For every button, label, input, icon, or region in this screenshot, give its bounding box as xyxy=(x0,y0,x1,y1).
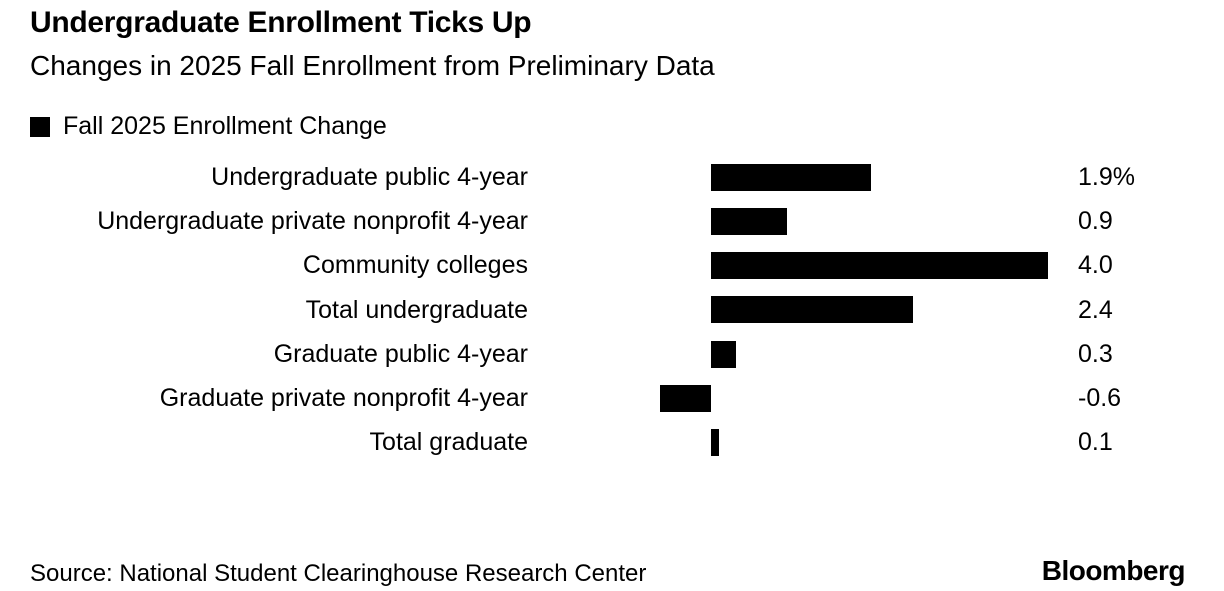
value-label: 4.0 xyxy=(1078,251,1113,280)
category-label: Total undergraduate xyxy=(305,295,528,324)
chart-subtitle: Changes in 2025 Fall Enrollment from Pre… xyxy=(30,50,715,81)
bar xyxy=(711,296,914,324)
chart-row: Graduate private nonprofit 4-year -0.6 xyxy=(0,376,1224,420)
page-title: Undergraduate Enrollment Ticks Up xyxy=(30,6,532,39)
bar-chart-rows: Undergraduate public 4-year 1.9% Undergrad… xyxy=(0,155,1224,465)
bar xyxy=(660,384,711,412)
legend-label: Fall 2025 Enrollment Change xyxy=(63,112,387,140)
source-attribution: Source: National Student Clearinghouse R… xyxy=(30,560,647,587)
value-label: -0.6 xyxy=(1078,384,1122,413)
bar xyxy=(711,163,872,191)
chart-row: Total undergraduate 2.4 xyxy=(0,288,1224,332)
bar xyxy=(711,429,720,457)
legend-swatch-icon xyxy=(30,116,50,137)
value-label: 0.1 xyxy=(1078,428,1113,457)
category-label: Total graduate xyxy=(369,428,528,457)
value-label: 0.3 xyxy=(1078,339,1113,368)
value-label: 2.4 xyxy=(1078,295,1113,324)
bar xyxy=(711,207,787,235)
chart-legend: Fall 2025 Enrollment Change xyxy=(30,112,387,141)
category-label: Undergraduate private nonprofit 4-year xyxy=(97,206,528,235)
value-label: 0.9 xyxy=(1078,206,1113,235)
chart-row: Community colleges 4.0 xyxy=(0,244,1224,288)
category-label: Community colleges xyxy=(302,251,528,280)
bar xyxy=(711,340,737,368)
bar xyxy=(711,252,1048,280)
bloomberg-logo: Bloomberg xyxy=(1041,555,1186,586)
chart-row: Undergraduate private nonprofit 4-year 0.… xyxy=(0,199,1224,243)
chart-row: Total graduate 0.1 xyxy=(0,421,1224,465)
chart-row: Graduate public 4-year 0.3 xyxy=(0,332,1224,376)
category-label: Graduate private nonprofit 4-year xyxy=(159,384,528,413)
category-label: Graduate public 4-year xyxy=(273,339,528,368)
value-label: 1.9% xyxy=(1078,162,1135,191)
category-label: Undergraduate public 4-year xyxy=(211,162,528,191)
chart-row: Undergraduate public 4-year 1.9% xyxy=(0,155,1224,199)
